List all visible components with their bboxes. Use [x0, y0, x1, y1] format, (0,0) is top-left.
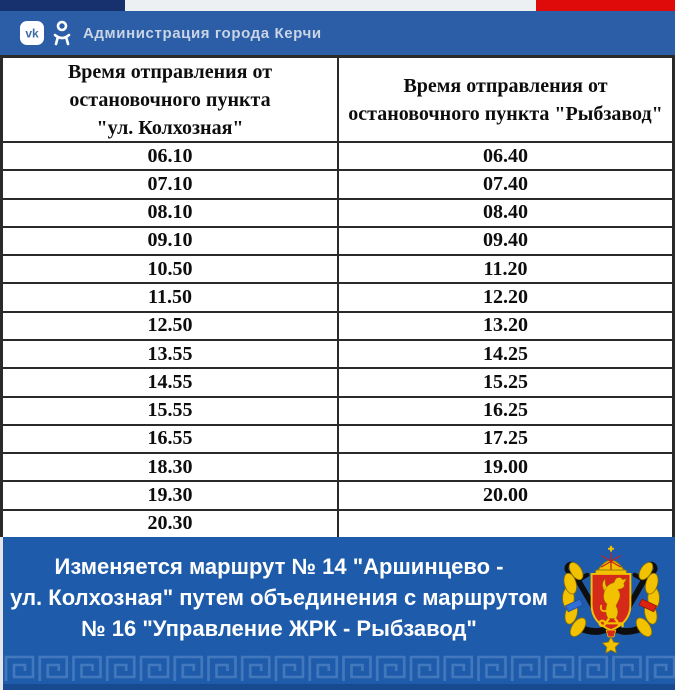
community-title: Администрация города Керчи	[83, 24, 322, 42]
text-line: Время отправления от	[403, 74, 608, 97]
shield	[590, 572, 632, 632]
table-row: 13.55 14.25	[3, 340, 672, 370]
text-line: ул. Колхозная" путем объединения с маршр…	[10, 585, 548, 610]
table-row: 08.10 08.40	[3, 199, 672, 228]
text-line: Изменяется маршрут № 14 "Аршинцево -	[54, 554, 504, 579]
text-line: остановочного пункта	[69, 88, 271, 111]
table-row: 20.30	[3, 510, 672, 537]
table-row: 18.30 19.00	[3, 454, 672, 483]
time-cell-kolkhoznaya: 15.55	[3, 397, 339, 424]
vk-icon-glyph: vk	[25, 27, 39, 41]
table-row: 09.10 09.40	[3, 227, 672, 257]
time-cell-kolkhoznaya: 20.30	[3, 510, 339, 537]
table-row: 07.10 07.40	[3, 171, 672, 200]
time-cell-kolkhoznaya: 16.55	[3, 425, 339, 453]
table-row: 06.10 06.40	[3, 143, 672, 172]
tricolor-red-segment	[536, 0, 675, 11]
time-cell-kolkhoznaya: 10.50	[3, 256, 339, 283]
announcement-banner: Изменяется маршрут № 14 "Аршинцево - ул. …	[0, 537, 675, 690]
time-cell-rybzavod: 13.20	[483, 314, 528, 337]
tricolor-strip	[0, 0, 675, 11]
time-cell-kolkhoznaya: 11.50	[3, 284, 339, 311]
kerch-coat-of-arms	[562, 545, 660, 654]
time-cell-rybzavod: 12.20	[483, 286, 528, 309]
banner-bottom-strip	[3, 684, 675, 690]
time-cell-rybzavod: 11.20	[483, 257, 528, 280]
vk-icon[interactable]: vk	[20, 21, 44, 45]
text-line: остановочного пункта "Рыбзавод"	[348, 102, 663, 125]
hero-star-icon	[601, 629, 621, 654]
social-header-bar: vk Администрация города Керчи	[0, 11, 675, 55]
table-row: 16.55 17.25	[3, 425, 672, 455]
bus-schedule-table: Время отправления от остановочного пункта…	[0, 55, 675, 537]
time-cell-kolkhoznaya: 08.10	[3, 199, 339, 226]
announcement-text: Изменяется маршрут № 14 "Аршинцево - ул. …	[3, 551, 555, 644]
time-cell-kolkhoznaya: 13.55	[3, 340, 339, 368]
time-cell-kolkhoznaya: 19.30	[3, 482, 339, 509]
wreath-left	[562, 561, 587, 637]
greek-meander-border	[3, 652, 675, 684]
time-cell-rybzavod: 17.25	[483, 427, 528, 450]
tricolor-navy-segment	[0, 0, 125, 11]
time-cell-rybzavod: 06.40	[483, 144, 528, 167]
text-line: "ул. Колхозная"	[96, 116, 244, 139]
time-cell-kolkhoznaya: 18.30	[3, 454, 339, 481]
time-cell-rybzavod: 15.25	[483, 370, 528, 393]
time-cell-rybzavod: 19.00	[483, 455, 528, 478]
time-cell-kolkhoznaya: 12.50	[3, 312, 339, 339]
text-line: Время отправления от	[67, 60, 273, 83]
time-cell-kolkhoznaya: 09.10	[3, 227, 339, 255]
header-departure-rybzavod: Время отправления от остановочного пункта…	[339, 58, 672, 141]
griffin-icon	[600, 577, 628, 624]
time-cell-rybzavod: 20.00	[483, 484, 528, 507]
key-icon	[598, 619, 624, 628]
table-header-row: Время отправления от остановочного пункта…	[3, 58, 672, 143]
table-row: 15.55 16.25	[3, 397, 672, 426]
time-cell-rybzavod: 16.25	[483, 399, 528, 422]
time-cell-kolkhoznaya: 14.55	[3, 369, 339, 396]
schedule-body: 06.10 06.40 07.10 07.40 08.10 08.40 09.10 09.40…	[3, 143, 672, 537]
time-cell-rybzavod: 14.25	[483, 342, 528, 365]
table-row: 19.30 20.00	[3, 482, 672, 511]
time-cell-rybzavod: 08.40	[483, 201, 528, 224]
time-cell-rybzavod	[339, 511, 672, 537]
svg-text:vk: vk	[25, 27, 39, 41]
table-row: 10.50 11.20	[3, 256, 672, 285]
header-departure-kolkhoznaya: Время отправления от остановочного пункта…	[3, 58, 339, 141]
ribbon-blue	[564, 598, 584, 613]
ribbon-red	[638, 598, 658, 613]
ok-icon[interactable]	[53, 20, 71, 46]
table-row: 12.50 13.20	[3, 312, 672, 341]
time-cell-kolkhoznaya: 06.10	[3, 143, 339, 170]
text-line: № 16 "Управление ЖРК - Рыбзавод"	[81, 616, 477, 641]
crown-icon	[595, 545, 627, 576]
table-row: 11.50 12.20	[3, 284, 672, 313]
tricolor-white-segment	[125, 0, 536, 11]
time-cell-kolkhoznaya: 07.10	[3, 171, 339, 198]
time-cell-rybzavod: 07.40	[483, 172, 528, 195]
table-row: 14.55 15.25	[3, 369, 672, 398]
time-cell-rybzavod: 09.40	[483, 229, 528, 252]
